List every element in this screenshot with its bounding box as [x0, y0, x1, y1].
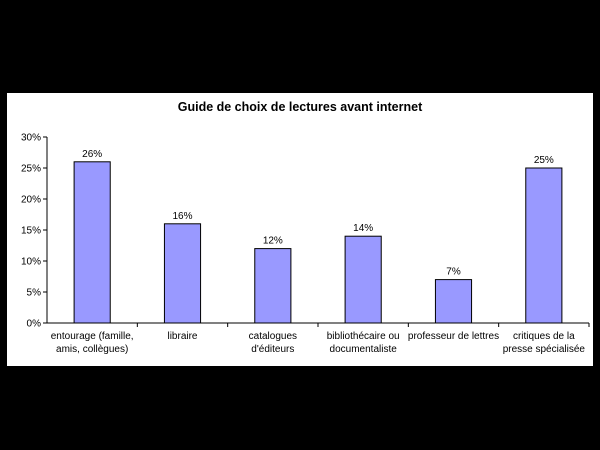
- bar: [163, 223, 202, 324]
- data-label: 26%: [82, 149, 102, 160]
- chart-panel: Guide de choix de lectures avant interne…: [7, 93, 593, 366]
- bar: [434, 279, 473, 324]
- y-tick-label: 15%: [21, 226, 41, 237]
- data-label: 16%: [172, 211, 192, 222]
- bar: [73, 161, 111, 324]
- data-label: 25%: [534, 155, 554, 166]
- bar-chart: Guide de choix de lectures avant interne…: [21, 100, 590, 355]
- data-label: 7%: [446, 267, 461, 278]
- y-tick-label: 25%: [21, 164, 41, 175]
- data-label: 12%: [263, 236, 283, 247]
- y-tick-label: 30%: [21, 133, 41, 144]
- y-tick-label: 0%: [27, 319, 42, 330]
- y-tick-label: 5%: [27, 288, 42, 299]
- chart-title: Guide de choix de lectures avant interne…: [178, 100, 423, 114]
- bar: [254, 248, 292, 324]
- bar: [344, 235, 382, 324]
- category-label: libraire: [167, 331, 197, 342]
- category-label: critiques de la presse spécialisée: [503, 331, 586, 355]
- category-label: professeur de lettres: [408, 331, 499, 342]
- y-tick-label: 20%: [21, 195, 41, 206]
- y-tick-label: 10%: [21, 257, 41, 268]
- category-label: bibliothécaire ou documentaliste: [327, 331, 400, 355]
- bar: [525, 167, 563, 324]
- category-label: entourage (famille, amis, collègues): [51, 331, 134, 355]
- data-label: 14%: [353, 223, 373, 234]
- category-label: catalogues d'éditeurs: [249, 331, 297, 355]
